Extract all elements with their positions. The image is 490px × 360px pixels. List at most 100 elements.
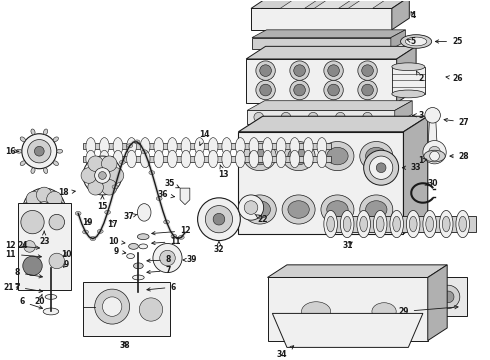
Text: 10: 10 (108, 237, 125, 246)
Ellipse shape (249, 138, 259, 155)
Circle shape (47, 192, 62, 207)
Circle shape (429, 147, 441, 158)
Circle shape (239, 195, 264, 220)
Text: 17: 17 (107, 220, 118, 229)
Circle shape (380, 291, 392, 303)
Ellipse shape (243, 141, 276, 171)
Ellipse shape (127, 150, 136, 168)
Circle shape (51, 202, 67, 217)
Ellipse shape (400, 35, 432, 48)
Ellipse shape (376, 216, 384, 232)
Ellipse shape (236, 138, 245, 155)
Text: 8: 8 (147, 256, 171, 265)
Text: 19: 19 (83, 217, 93, 226)
Circle shape (328, 65, 340, 76)
Ellipse shape (156, 197, 162, 201)
Bar (83, 156, 331, 162)
Polygon shape (251, 0, 409, 9)
Ellipse shape (373, 211, 387, 238)
Polygon shape (251, 9, 392, 30)
Ellipse shape (90, 237, 96, 240)
Ellipse shape (53, 161, 58, 166)
Ellipse shape (392, 90, 425, 98)
Text: 31: 31 (343, 241, 353, 250)
Circle shape (102, 297, 122, 316)
Circle shape (27, 239, 51, 262)
Ellipse shape (249, 201, 270, 218)
Ellipse shape (303, 150, 313, 168)
Circle shape (36, 202, 52, 217)
Ellipse shape (20, 161, 25, 166)
Circle shape (98, 172, 106, 179)
Bar (83, 282, 171, 336)
Polygon shape (247, 111, 395, 124)
Circle shape (260, 84, 271, 96)
Circle shape (411, 291, 423, 303)
Circle shape (95, 289, 130, 324)
Text: 38: 38 (120, 341, 130, 350)
Text: 34: 34 (277, 346, 294, 359)
Ellipse shape (290, 150, 299, 168)
Circle shape (362, 84, 373, 96)
Circle shape (88, 156, 103, 171)
Ellipse shape (181, 150, 191, 168)
Circle shape (26, 192, 42, 207)
Ellipse shape (154, 150, 164, 168)
Ellipse shape (140, 150, 150, 168)
Ellipse shape (424, 150, 445, 162)
Ellipse shape (327, 147, 348, 165)
Circle shape (23, 256, 42, 275)
Circle shape (256, 80, 275, 100)
Text: 7: 7 (147, 266, 171, 275)
Circle shape (36, 216, 52, 232)
Text: 18: 18 (58, 189, 75, 198)
Ellipse shape (31, 168, 35, 174)
Ellipse shape (45, 294, 57, 299)
Text: 15: 15 (97, 196, 108, 211)
Circle shape (358, 61, 377, 80)
Ellipse shape (134, 140, 140, 144)
Text: 4: 4 (410, 11, 416, 20)
Circle shape (36, 187, 52, 203)
Polygon shape (397, 46, 416, 103)
Polygon shape (428, 265, 447, 341)
Text: 24: 24 (17, 241, 27, 250)
Polygon shape (239, 116, 428, 132)
Circle shape (27, 140, 51, 163)
Ellipse shape (341, 211, 354, 238)
Text: 35: 35 (165, 179, 179, 188)
Ellipse shape (301, 302, 331, 321)
Bar (392, 67, 425, 94)
Circle shape (22, 202, 37, 217)
Circle shape (81, 168, 97, 183)
Ellipse shape (137, 204, 151, 221)
Ellipse shape (390, 211, 403, 238)
Polygon shape (18, 203, 72, 290)
Circle shape (256, 61, 275, 80)
Circle shape (358, 80, 377, 100)
Circle shape (290, 80, 309, 100)
Ellipse shape (282, 195, 315, 224)
Text: 11: 11 (152, 237, 181, 246)
Bar (341, 278, 466, 316)
Circle shape (49, 253, 65, 269)
Circle shape (41, 207, 47, 212)
Text: 7: 7 (15, 283, 43, 293)
Polygon shape (272, 314, 423, 347)
Circle shape (423, 140, 446, 164)
Ellipse shape (442, 216, 450, 232)
Ellipse shape (393, 216, 400, 232)
Ellipse shape (129, 243, 138, 249)
Circle shape (336, 112, 345, 122)
Ellipse shape (327, 201, 348, 218)
Ellipse shape (208, 150, 218, 168)
Circle shape (437, 285, 460, 309)
Circle shape (95, 168, 110, 183)
Circle shape (197, 198, 240, 240)
Circle shape (213, 213, 225, 225)
Ellipse shape (208, 138, 218, 155)
Ellipse shape (222, 138, 232, 155)
Circle shape (23, 188, 66, 231)
Ellipse shape (149, 171, 155, 175)
Ellipse shape (83, 230, 88, 234)
